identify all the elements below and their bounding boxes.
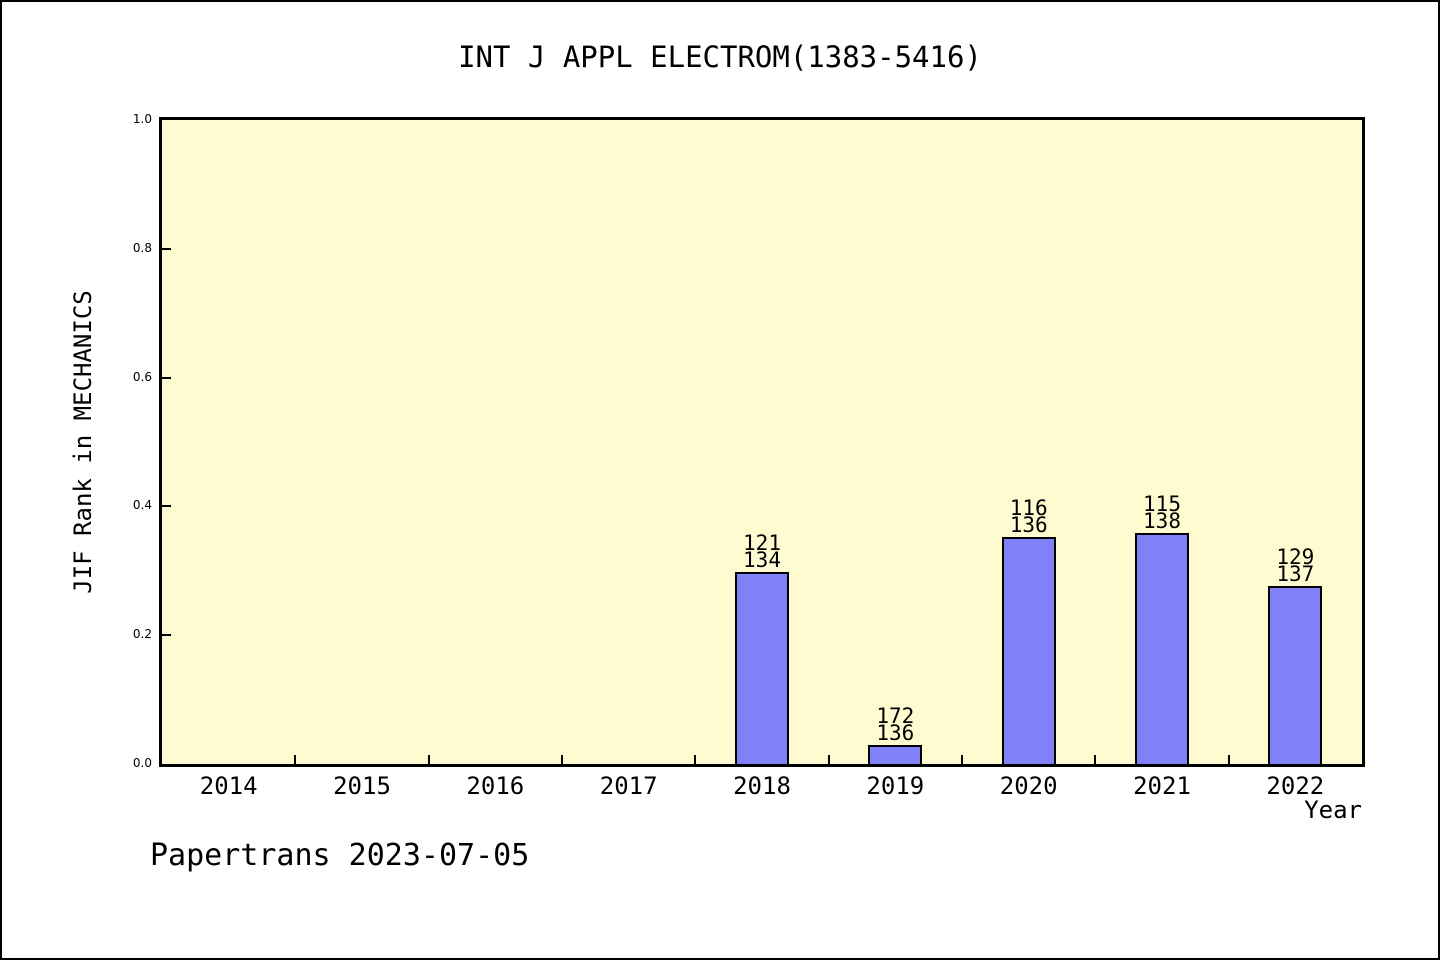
x-tick-label: 2015 <box>333 772 391 800</box>
y-tick-label: 0.2 <box>132 627 152 642</box>
x-tick-label: 2014 <box>199 772 258 800</box>
y-tick-label: 1.0 <box>132 112 152 126</box>
y-tick-label: 0.0 <box>132 756 152 770</box>
y-tick-label: 0.8 <box>132 240 152 255</box>
bar-2022 <box>1268 586 1323 764</box>
chart-title: INT J APPL ELECTROM(1383-5416) <box>458 40 982 74</box>
bar-label-total: 138 <box>1143 509 1181 533</box>
y-tick-label: 0.4 <box>132 498 152 513</box>
bar-2018 <box>735 572 789 764</box>
x-tick <box>1094 755 1097 764</box>
y-tick <box>162 634 171 637</box>
bar-2019 <box>868 745 923 764</box>
x-tick-label: 2019 <box>866 772 925 800</box>
x-tick <box>1227 755 1230 764</box>
x-tick <box>694 755 697 764</box>
x-tick <box>561 755 563 764</box>
bar-label-total: 134 <box>743 548 781 572</box>
y-tick-label: 0.6 <box>132 369 152 384</box>
x-tick-label: 2021 <box>1133 772 1191 800</box>
bar-label-2021: 115 138 <box>1117 492 1207 533</box>
x-tick-label: 2020 <box>999 772 1058 800</box>
bar-2021 <box>1135 533 1189 764</box>
bar-label-rank: 116 <box>1009 496 1048 520</box>
bar-label-2020: 116 136 <box>984 496 1074 537</box>
x-tick-label: 2018 <box>733 772 791 800</box>
bar-label-2019: 172 136 <box>850 704 940 745</box>
bar-label-rank: 121 <box>743 531 781 555</box>
x-tick-label: 2017 <box>599 772 658 800</box>
y-axis-title: JIF Rank in MECHANICS <box>69 290 97 594</box>
x-tick <box>427 755 430 764</box>
watermark-text: Papertrans 2023-07-05 <box>150 838 530 873</box>
bar-label-total: 136 <box>876 721 915 745</box>
bar-label-2018: 121 134 <box>717 531 807 572</box>
y-tick <box>162 376 171 379</box>
x-tick <box>827 755 830 764</box>
x-tick-label: 2016 <box>466 772 525 800</box>
y-tick <box>162 247 171 250</box>
plot-area: 121 134 172 136 116 136 115 138 129 137 <box>159 117 1365 767</box>
bar-label-rank: 129 <box>1276 545 1315 569</box>
bar-label-rank: 172 <box>876 704 915 728</box>
x-tick <box>961 755 963 764</box>
bar-2020 <box>1001 537 1056 764</box>
y-tick <box>162 505 171 508</box>
bar-label-rank: 115 <box>1143 492 1181 516</box>
bar-label-total: 136 <box>1009 513 1048 537</box>
x-tick <box>294 755 297 764</box>
bar-label-total: 137 <box>1276 562 1315 586</box>
bar-label-2022: 129 137 <box>1250 545 1340 586</box>
x-axis-title: Year <box>1304 796 1362 824</box>
x-tick-label: 2022 <box>1266 772 1325 800</box>
